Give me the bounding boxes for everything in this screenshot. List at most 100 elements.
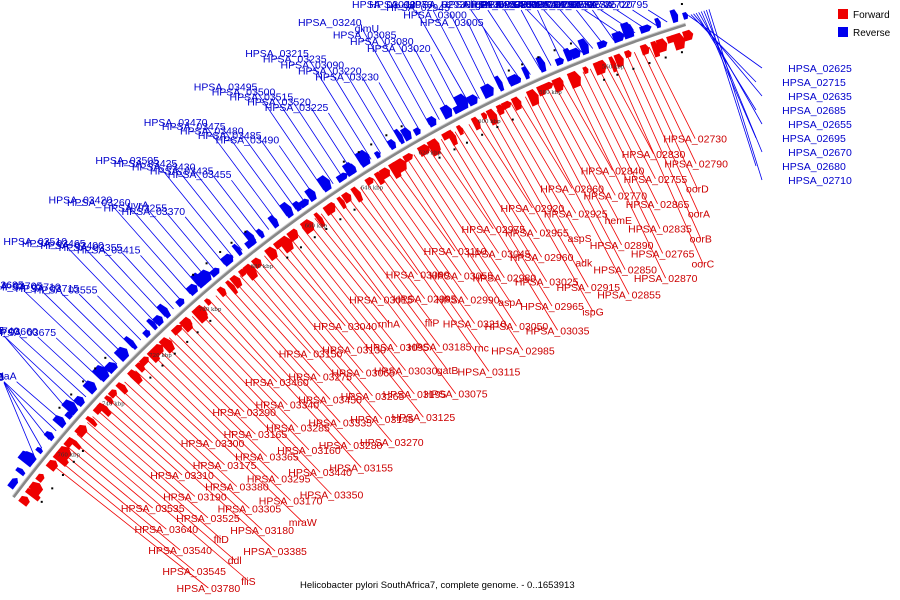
- gene-reverse: [15, 467, 26, 477]
- gene-forward: [551, 77, 564, 93]
- gene-forward: [336, 196, 347, 210]
- leader-line-forward: [264, 255, 364, 373]
- gene-reverse: [354, 149, 371, 168]
- gene-forward: [115, 382, 129, 395]
- gene-forward: [242, 263, 258, 281]
- gene-reverse: [123, 335, 138, 350]
- leader-line-reverse: [121, 252, 174, 310]
- gene-forward: [341, 192, 352, 204]
- gene-reverse: [175, 298, 185, 308]
- leader-line-forward: [461, 127, 542, 258]
- gene-reverse: [52, 415, 67, 429]
- gene-forward: [682, 29, 694, 42]
- gene-label-forward: HPSA_03545: [162, 566, 226, 578]
- gene-label-reverse: HPSA_03495: [194, 82, 258, 94]
- gene-label-forward: HPSA_03035: [526, 325, 590, 337]
- leader-line-forward: [489, 113, 589, 288]
- leader-line-reverse: [213, 176, 261, 237]
- gene-reverse: [61, 399, 79, 416]
- gene-label-forward: HPSA_02975: [461, 224, 525, 236]
- gene-label-reverse: pyrH: [0, 371, 4, 383]
- leader-line-forward: [76, 433, 249, 582]
- gene-label-reverse: HPSA_02685: [782, 105, 846, 117]
- leader-line-reverse: [698, 12, 763, 125]
- gene-label-forward: HPSA_03170: [259, 495, 323, 507]
- gene-reverse: [426, 115, 437, 128]
- gene-label-reverse: HPSA_02825: [480, 0, 544, 11]
- leader-line-forward: [174, 332, 332, 495]
- gene-label-reverse: HPSA_03520: [247, 97, 311, 109]
- gene-label-reverse: HPSA_02800: [513, 0, 577, 11]
- gene-label-reverse: HPSA_03005: [420, 17, 484, 29]
- gene-label-forward: oorC: [691, 258, 714, 270]
- gene-marker: [244, 230, 247, 233]
- genome-backbone-highlight: [11, 22, 686, 497]
- gene-label-forward: HPSA_02960: [510, 252, 574, 264]
- leader-line-reverse: [19, 336, 87, 398]
- gene-marker: [680, 3, 683, 6]
- gene-label-reverse: HPSA_03435: [150, 165, 214, 177]
- leader-line-forward: [633, 52, 698, 189]
- leader-line-reverse: [703, 10, 763, 153]
- gene-forward: [191, 306, 209, 324]
- gene-marker: [511, 118, 514, 121]
- leader-line-reverse: [37, 336, 94, 389]
- leader-line-reverse: [257, 92, 325, 191]
- gene-marker: [569, 42, 572, 45]
- gene-label-reverse: HPSA_03085: [333, 30, 397, 42]
- leader-line-reverse: [543, 9, 583, 53]
- gene-label-reverse: HPSA_03465: [22, 238, 86, 250]
- scale-tick-label: 740 kbp: [102, 402, 125, 408]
- scale-tick-label: 640 kbp: [361, 186, 384, 192]
- gene-marker: [149, 376, 152, 379]
- leader-line-forward: [626, 54, 700, 214]
- leader-line-reverse: [308, 58, 372, 160]
- gene-label-forward: HPSA_03185: [408, 341, 472, 353]
- leader-line-reverse: [261, 140, 306, 204]
- gene-label-reverse: HPSA_03680: [0, 325, 4, 337]
- gene-label-forward: HPSA_03285: [266, 422, 330, 434]
- gene-reverse: [146, 318, 158, 331]
- leader-line-reverse: [231, 179, 270, 230]
- gene-label-reverse: flhB: [0, 371, 4, 383]
- gene-label-reverse: HPSA_03370: [122, 206, 186, 218]
- gene-marker: [342, 160, 345, 163]
- gene-marker: [40, 500, 43, 503]
- gene-label-forward: HPSA_02920: [501, 203, 565, 215]
- gene-forward: [536, 84, 546, 97]
- leader-line-forward: [333, 204, 441, 347]
- leader-line-reverse: [413, 47, 450, 115]
- gene-marker: [465, 141, 468, 144]
- leader-line-forward: [553, 83, 616, 196]
- gene-reverse: [577, 38, 590, 56]
- gene-label-forward: HPSA_03025: [515, 277, 579, 289]
- gene-label-forward: HPSA_03335: [308, 417, 372, 429]
- gene-label-reverse: murC: [495, 0, 521, 11]
- gene-reverse: [452, 105, 462, 115]
- gene-label-forward: HPSA_03190: [163, 491, 227, 503]
- gene-reverse: [304, 187, 317, 203]
- leader-line-reverse: [55, 337, 102, 381]
- leader-line-reverse: [695, 12, 757, 111]
- leader-line-reverse: [396, 40, 440, 120]
- gene-forward: [402, 153, 413, 163]
- gene-marker: [299, 246, 302, 249]
- gene-label-reverse: HPSA_03475: [162, 121, 226, 133]
- gene-label-forward: HPSA_03350: [300, 489, 364, 501]
- gene-marker: [173, 352, 176, 355]
- leader-line-reverse: [310, 107, 353, 172]
- gene-reverse: [113, 346, 130, 362]
- leader-line-forward: [386, 170, 462, 276]
- leader-line-forward: [118, 387, 250, 509]
- gene-forward: [495, 104, 505, 116]
- gene-label-forward: oorD: [686, 184, 709, 196]
- leader-line-forward: [503, 106, 580, 239]
- leader-line-reverse: [158, 165, 234, 258]
- gene-forward: [146, 349, 161, 364]
- leader-line-reverse: [78, 293, 134, 349]
- leader-line-forward: [203, 305, 278, 383]
- gene-label-forward: HPSA_03365: [235, 451, 299, 463]
- gene-marker: [537, 56, 540, 59]
- gene-forward: [322, 203, 336, 217]
- gene-forward: [416, 144, 430, 157]
